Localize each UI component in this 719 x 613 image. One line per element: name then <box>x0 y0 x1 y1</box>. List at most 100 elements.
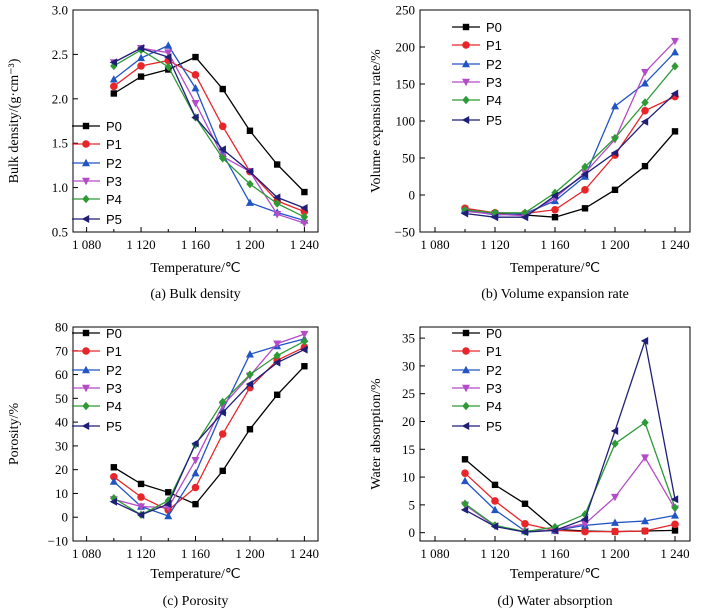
data-point <box>671 520 679 529</box>
data-point <box>640 336 649 345</box>
y-tick-label: 25 <box>402 386 415 401</box>
data-point <box>611 133 619 143</box>
x-axis-label: Temperature/℃ <box>510 261 600 276</box>
data-point <box>520 528 529 537</box>
x-tick-label: 1 120 <box>480 546 509 561</box>
y-tick-label: 150 <box>396 77 416 92</box>
data-point <box>219 85 226 93</box>
x-tick-label: 1 120 <box>126 546 155 561</box>
data-point <box>300 204 308 213</box>
data-point <box>273 161 281 168</box>
legend-entry-p1: P1 <box>72 137 122 152</box>
data-point <box>164 41 173 49</box>
legend-label: P3 <box>486 381 502 396</box>
legend-marker <box>462 329 470 337</box>
data-point <box>273 340 282 348</box>
legend-marker <box>82 177 90 186</box>
y-tick-label: 35 <box>402 331 415 346</box>
data-point <box>272 193 281 202</box>
data-point <box>191 469 200 477</box>
legend-marker <box>462 78 470 87</box>
series-line <box>113 56 305 193</box>
data-point <box>641 79 649 87</box>
data-point <box>110 61 118 71</box>
y-tick-label: 10 <box>55 486 68 501</box>
data-point <box>581 162 589 172</box>
data-point <box>191 71 200 79</box>
legend-entry-p2: P2 <box>72 363 122 378</box>
plot-frame <box>72 326 319 542</box>
data-point <box>581 527 589 536</box>
legend-entry-p3: P3 <box>452 381 502 396</box>
data-point <box>109 497 118 506</box>
data-point <box>300 219 309 228</box>
legend-label: P2 <box>486 363 502 378</box>
data-point <box>164 500 172 509</box>
legend-label: P5 <box>106 212 122 227</box>
y-tick-label: 3.0 <box>52 3 68 18</box>
legend-entry-p0: P0 <box>72 119 122 134</box>
data-point <box>611 518 619 526</box>
y-tick-label: 0 <box>409 525 416 540</box>
data-point <box>670 495 679 504</box>
data-point <box>246 370 254 379</box>
legend-label: P1 <box>486 38 502 53</box>
data-point <box>461 476 469 485</box>
legend-label: P3 <box>106 174 122 189</box>
data-point <box>671 62 679 71</box>
legend-entry-p5: P5 <box>452 419 502 434</box>
y-axis-label: Porosity/% <box>7 403 22 466</box>
data-point <box>110 90 118 97</box>
data-point <box>273 211 282 219</box>
data-point <box>521 500 529 507</box>
data-point <box>641 454 649 462</box>
data-point <box>460 505 469 514</box>
data-point <box>520 213 529 222</box>
legend-label: P2 <box>486 57 502 72</box>
series-line <box>464 130 676 218</box>
legend-marker <box>82 384 90 393</box>
x-tick-label: 1 120 <box>126 237 155 252</box>
data-point <box>641 516 649 525</box>
x-tick-label: 1 240 <box>660 237 689 252</box>
data-point <box>300 337 309 346</box>
data-point <box>300 212 309 222</box>
data-point <box>491 481 499 489</box>
legend-entry-p5: P5 <box>72 212 122 227</box>
data-point <box>191 113 199 122</box>
data-point <box>551 206 559 214</box>
legend-label: P1 <box>106 137 122 152</box>
x-tick-label: 1 200 <box>235 237 264 252</box>
legend-label: P5 <box>486 419 502 434</box>
legend-entry-p4: P4 <box>72 192 122 207</box>
data-point <box>461 469 469 477</box>
y-tick-label: 50 <box>402 151 415 166</box>
data-point <box>580 515 589 524</box>
legend-marker <box>461 116 470 124</box>
legend-label: P4 <box>486 93 502 108</box>
panel-bulk-density: 0.5 1.0 1.5 2.0 2.5 3.0 1 080 1 120 1 160 1 200 1 … <box>7 3 319 303</box>
legend-marker <box>82 329 90 337</box>
x-axis-label: Temperature/℃ <box>150 261 240 276</box>
series-p1 <box>461 92 679 218</box>
series-p0 <box>461 128 679 221</box>
legend-label: P5 <box>106 419 122 434</box>
y-tick-label: 15 <box>402 442 415 457</box>
data-point <box>218 430 227 438</box>
data-point <box>137 503 146 511</box>
data-point <box>246 426 254 433</box>
x-tick-label: 1 160 <box>540 546 569 561</box>
data-point <box>191 456 200 465</box>
y-tick-label: 0 <box>62 510 69 525</box>
legend-marker <box>81 422 90 430</box>
x-tick-label: 1 200 <box>600 546 629 561</box>
panel-caption: (d) Water absorption <box>497 594 612 609</box>
legend-marker <box>82 401 90 411</box>
data-point <box>191 83 200 92</box>
series-line <box>113 349 305 516</box>
series-p3 <box>109 44 309 228</box>
y-tick-label: 30 <box>55 438 68 453</box>
y-tick-label: 5 <box>409 497 416 512</box>
x-axis-label: Temperature/℃ <box>510 567 600 582</box>
legend-marker <box>462 23 470 31</box>
